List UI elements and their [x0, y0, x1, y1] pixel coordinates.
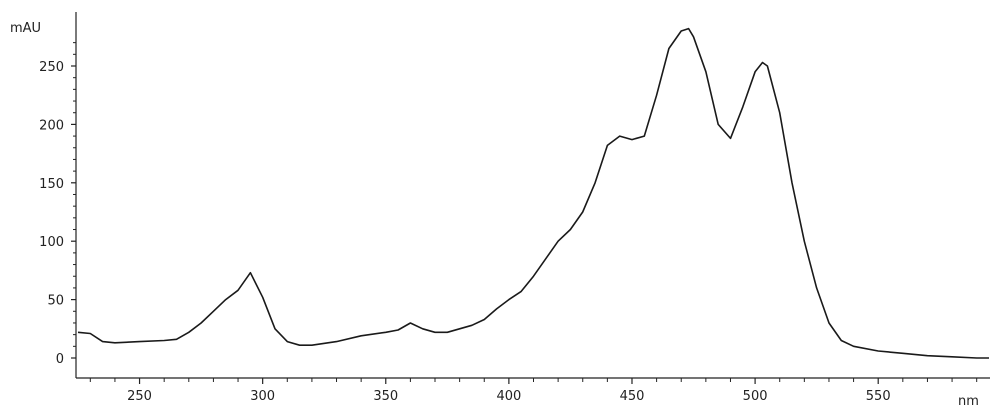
- y-tick-label: 150: [39, 177, 64, 192]
- y-tick-label: 200: [39, 118, 64, 133]
- x-tick-label: 500: [743, 389, 768, 404]
- x-axis-ticks: 250 300 350 400 450 500 550: [89, 378, 978, 404]
- y-tick-label: 50: [47, 294, 64, 309]
- x-tick-label: 400: [496, 389, 521, 404]
- y-axis-ticks: 0 50 100 150 200 250: [39, 42, 76, 367]
- absorbance-line: [77, 27, 989, 359]
- x-tick-label: 250: [127, 389, 152, 404]
- y-tick-label: 100: [39, 235, 64, 250]
- x-tick-label: 450: [620, 389, 645, 404]
- y-axis-unit-label: mAU: [10, 21, 41, 36]
- x-tick-label: 350: [373, 389, 398, 404]
- x-tick-label: 550: [866, 389, 891, 404]
- y-tick-label: 0: [56, 352, 64, 367]
- y-tick-label: 250: [39, 60, 64, 75]
- x-tick-label: 300: [250, 389, 275, 404]
- x-axis-unit-label: nm: [958, 394, 979, 409]
